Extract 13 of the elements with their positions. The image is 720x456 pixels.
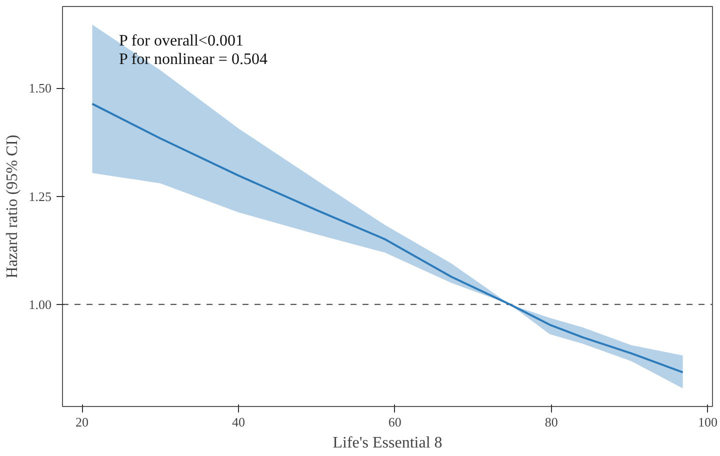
y-tick-label: 1.25 (28, 188, 52, 204)
x-tick-label: 100 (698, 414, 718, 430)
line-series (91, 102, 684, 374)
x-tick-label: 40 (232, 414, 245, 430)
y-tick-label: 1.00 (28, 296, 52, 312)
x-axis-title: Life's Essential 8 (332, 434, 442, 452)
x-tick-label: 60 (388, 414, 402, 430)
x-tick-label: 80 (544, 414, 558, 430)
y-tick-label: 1.50 (28, 80, 52, 96)
x-tick-label: 20 (76, 414, 89, 430)
y-axis-title: Hazard ratio (95% CI) (4, 134, 21, 278)
annotation: P for nonlinear = 0.504 (119, 51, 268, 68)
annotation: P for overall<0.001 (119, 32, 244, 50)
